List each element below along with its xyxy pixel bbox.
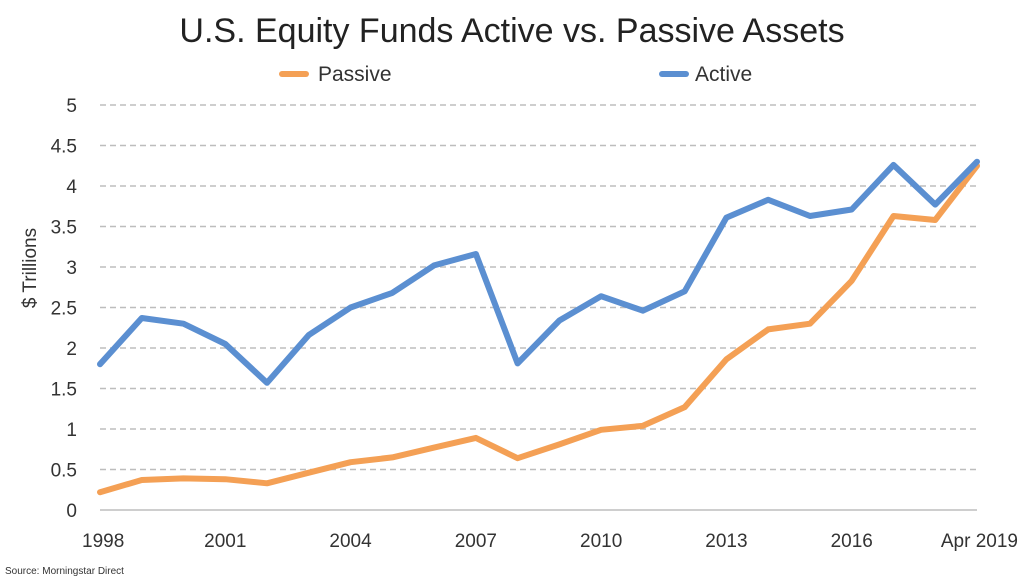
- data-point-active: [765, 197, 771, 203]
- data-point-active: [807, 213, 813, 219]
- data-point-active: [682, 288, 688, 294]
- data-point-passive: [264, 480, 270, 486]
- legend: Passive Active: [279, 63, 752, 86]
- data-point-passive: [807, 321, 813, 327]
- series-line-passive: [97, 162, 980, 496]
- data-point-passive: [473, 435, 479, 441]
- data-point-active: [556, 317, 562, 323]
- y-tick-label: 1: [66, 420, 77, 441]
- y-tick-label: 4: [66, 177, 77, 198]
- y-tick-label: 1.5: [51, 380, 77, 401]
- series-lines: [97, 158, 980, 496]
- data-point-active: [431, 262, 437, 268]
- data-point-passive: [556, 441, 562, 447]
- data-point-passive: [97, 489, 103, 495]
- legend-label-active: Active: [695, 63, 752, 86]
- data-point-passive: [723, 356, 729, 362]
- data-point-passive: [682, 404, 688, 410]
- x-tick-label: 2007: [455, 531, 497, 552]
- data-point-passive: [348, 459, 354, 465]
- x-tick-label: 2004: [329, 531, 372, 552]
- source-note: Source: Morningstar Direct: [5, 566, 124, 577]
- data-point-active: [932, 202, 938, 208]
- chart-title: U.S. Equity Funds Active vs. Passive Ass…: [179, 12, 844, 50]
- y-tick-label: 5: [66, 96, 77, 117]
- data-point-passive: [431, 445, 437, 451]
- data-point-active: [640, 308, 646, 314]
- gridlines: [100, 104, 977, 511]
- x-tick-label: 1998: [82, 531, 124, 552]
- data-point-active: [515, 360, 521, 366]
- y-axis-label: $ Trillions: [20, 228, 41, 308]
- data-point-active: [723, 215, 729, 221]
- data-point-passive: [181, 475, 187, 481]
- data-point-active: [139, 315, 145, 321]
- data-point-passive: [640, 423, 646, 429]
- x-tick-label: 2013: [705, 531, 747, 552]
- data-point-passive: [222, 476, 228, 482]
- data-point-active: [306, 332, 312, 338]
- data-point-active: [222, 341, 228, 347]
- y-tick-label: 3: [66, 258, 77, 279]
- data-point-active: [598, 293, 604, 299]
- y-tick-label: 2: [66, 339, 77, 360]
- x-tick-label: Apr 2019: [941, 531, 1018, 552]
- y-tick-label: 4.5: [51, 137, 77, 158]
- data-point-passive: [890, 213, 896, 219]
- data-point-passive: [932, 217, 938, 223]
- data-point-active: [389, 290, 395, 296]
- data-point-passive: [306, 470, 312, 476]
- data-point-active: [849, 206, 855, 212]
- data-point-passive: [849, 278, 855, 284]
- data-point-active: [473, 251, 479, 257]
- data-point-active: [181, 321, 187, 327]
- data-point-active: [264, 380, 270, 386]
- data-point-active: [974, 159, 980, 165]
- data-point-passive: [139, 477, 145, 483]
- data-point-active: [348, 305, 354, 310]
- x-tick-label: 2016: [831, 531, 873, 552]
- data-point-passive: [598, 427, 604, 433]
- x-tick-label: 2010: [580, 531, 622, 552]
- series-line-active: [97, 158, 980, 386]
- legend-label-passive: Passive: [318, 63, 392, 86]
- y-tick-label: 0: [66, 501, 77, 522]
- data-point-active: [890, 162, 896, 168]
- x-axis-ticks: 1998 2001 2004 2007 2010 2013 2016 Apr 2019: [82, 531, 1018, 552]
- data-point-passive: [765, 326, 771, 332]
- x-tick-label: 2001: [204, 531, 246, 552]
- y-axis-ticks: 0 0.5 1 1.5 2 2.5 3 3.5 4 4.5 5: [51, 96, 78, 522]
- data-point-passive: [389, 454, 395, 460]
- y-tick-label: 2.5: [51, 299, 77, 320]
- y-tick-label: 3.5: [51, 218, 77, 239]
- data-point-active: [97, 361, 103, 367]
- data-point-passive: [515, 455, 521, 461]
- y-tick-label: 0.5: [51, 461, 77, 482]
